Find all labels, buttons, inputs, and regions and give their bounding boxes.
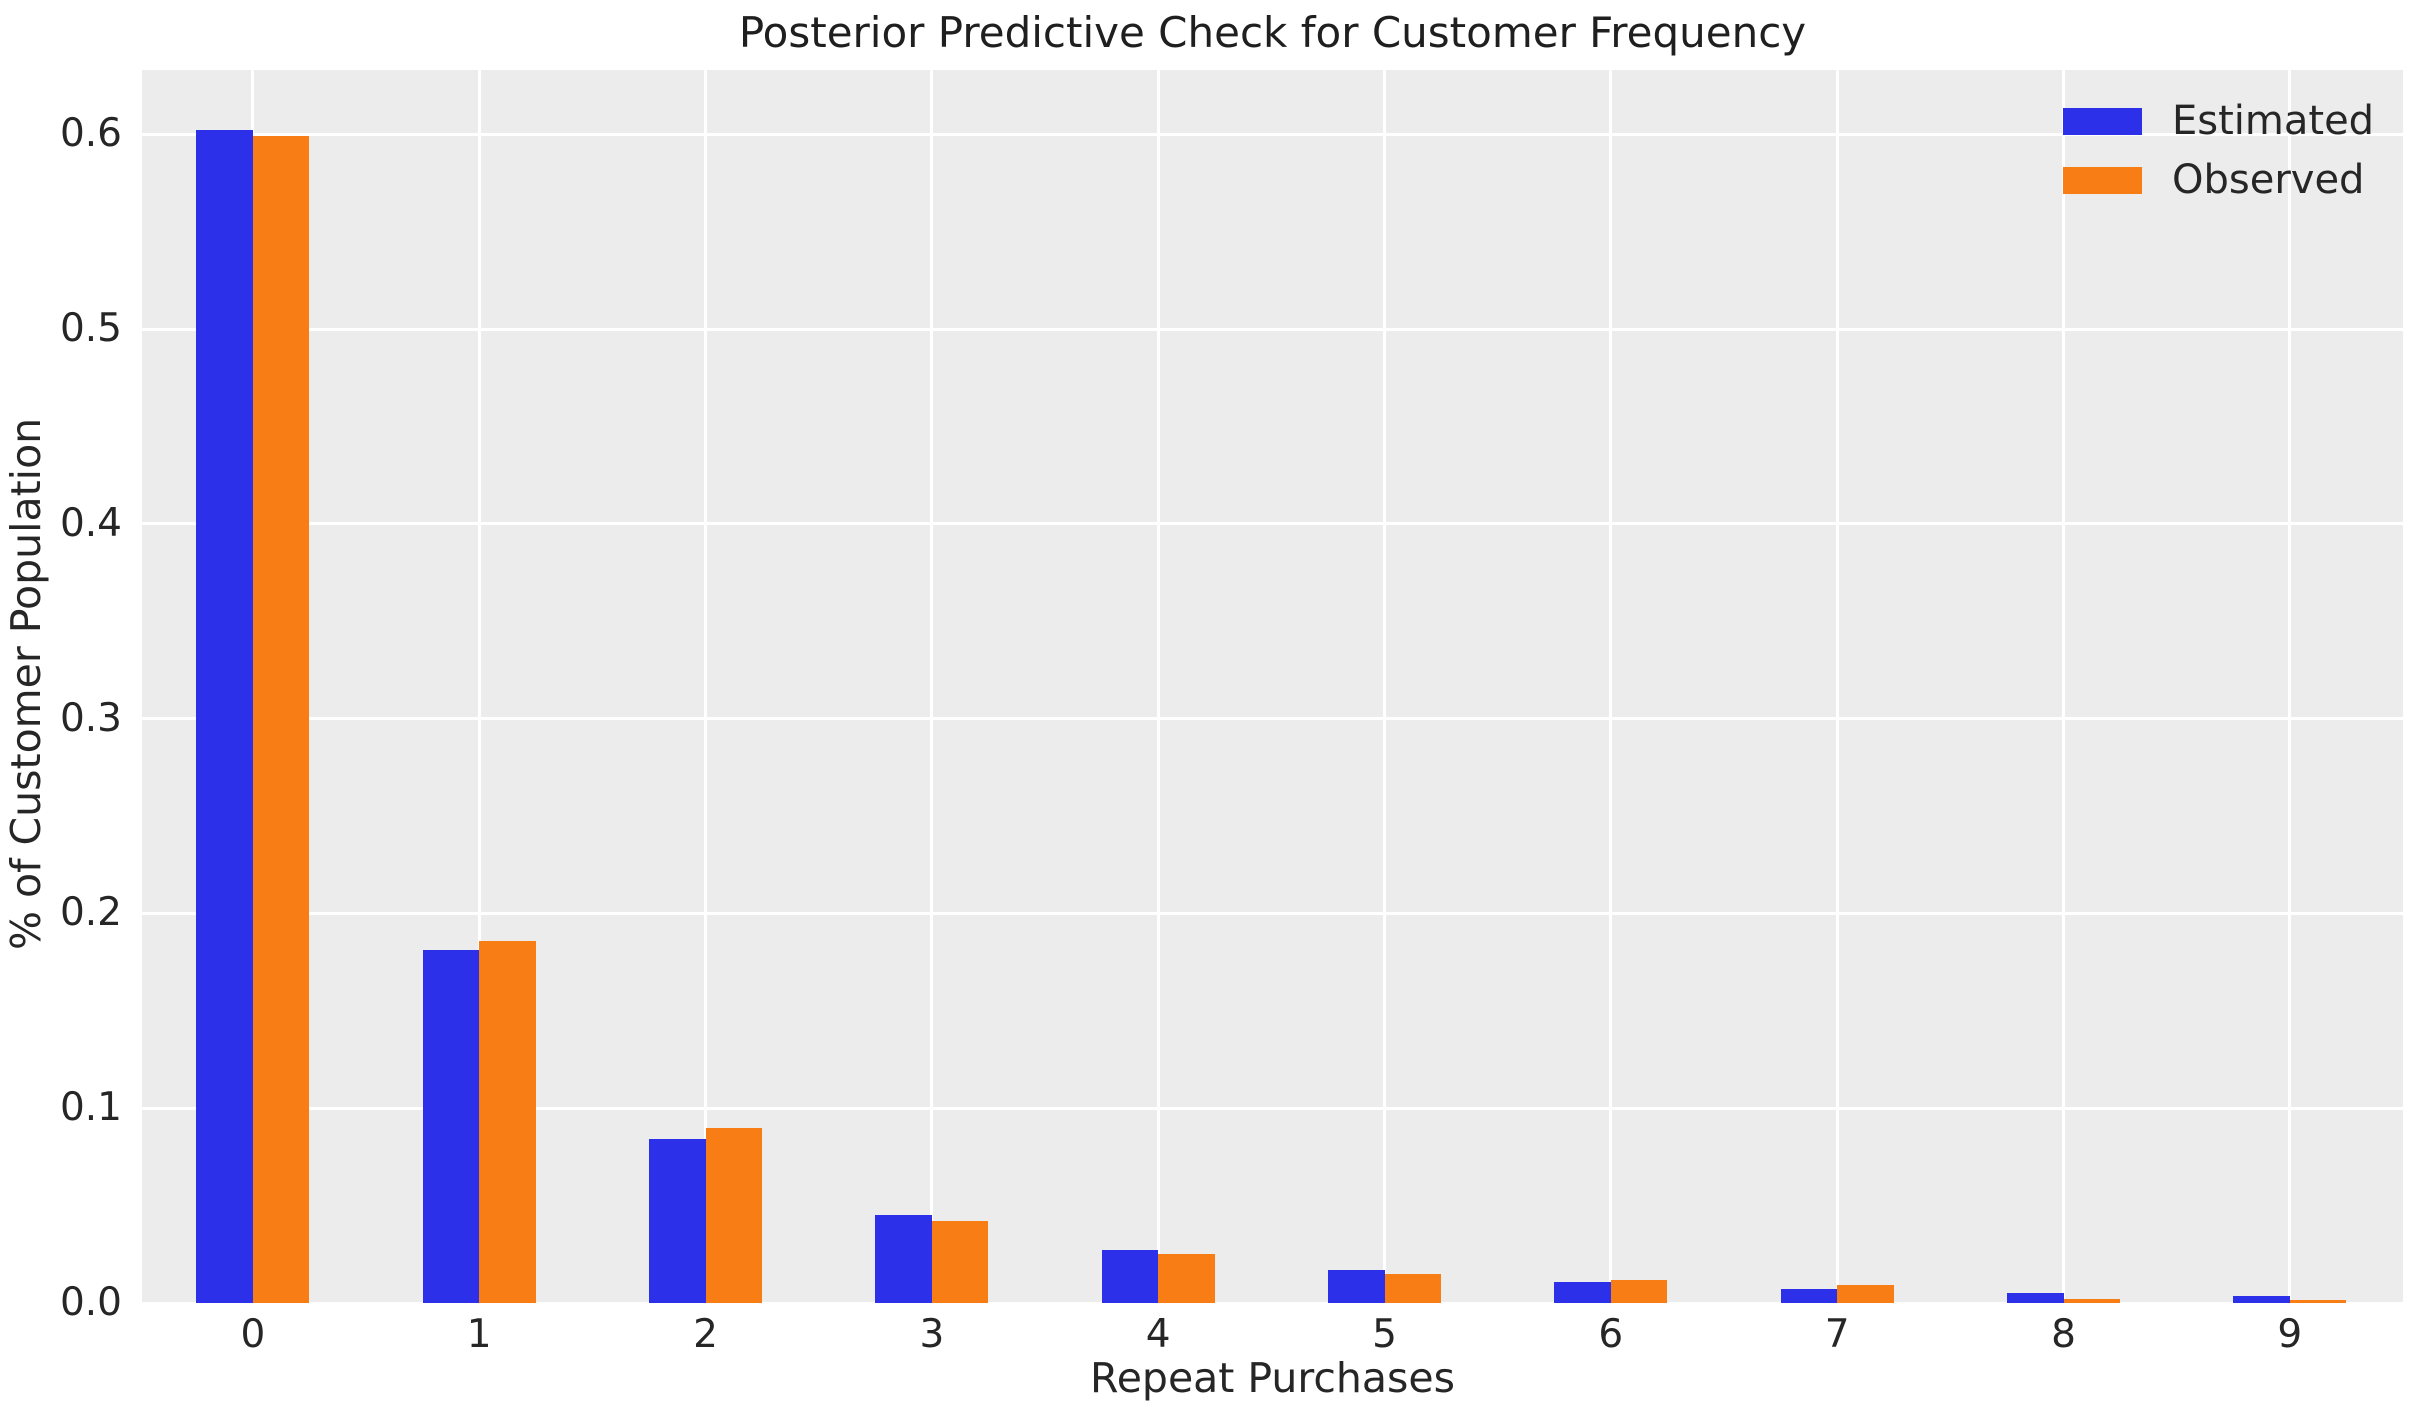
y-tick-label: 0.4 xyxy=(59,500,122,546)
bar-observed-8 xyxy=(2063,1299,2121,1303)
bar-observed-3 xyxy=(931,1221,989,1303)
legend: Estimated Observed xyxy=(2063,99,2374,202)
x-tick-label: 8 xyxy=(2051,1312,2076,1357)
bar-observed-0 xyxy=(252,136,310,1303)
legend-swatch-observed xyxy=(2063,166,2142,194)
bar-estimated-8 xyxy=(2006,1293,2064,1303)
gridline-horizontal xyxy=(142,717,2403,721)
gridline-vertical xyxy=(2288,70,2292,1303)
legend-item-observed: Observed xyxy=(2063,158,2374,202)
bar-observed-7 xyxy=(1837,1285,1894,1303)
bar-estimated-0 xyxy=(196,130,253,1303)
bar-observed-5 xyxy=(1384,1273,1442,1303)
gridline-vertical xyxy=(1835,70,1839,1303)
y-tick-label: 0.1 xyxy=(59,1085,122,1131)
x-tick-label: 6 xyxy=(1598,1312,1624,1357)
gridline-horizontal xyxy=(142,1301,2403,1305)
bar-estimated-5 xyxy=(1327,1269,1385,1303)
bar-observed-1 xyxy=(479,940,536,1303)
legend-label-estimated: Estimated xyxy=(2172,98,2375,144)
gridline-horizontal xyxy=(142,1106,2403,1110)
y-tick-label: 0.2 xyxy=(59,890,122,936)
x-tick-label: 1 xyxy=(466,1312,492,1357)
bar-observed-4 xyxy=(1158,1254,1215,1303)
legend-label-observed: Observed xyxy=(2172,157,2365,203)
gridline-vertical xyxy=(1383,70,1387,1303)
bar-estimated-7 xyxy=(1780,1289,1838,1303)
chart-title: Posterior Predictive Check for Customer … xyxy=(738,8,1807,57)
legend-item-estimated: Estimated xyxy=(2063,99,2374,143)
x-tick-label: 9 xyxy=(2277,1312,2303,1357)
y-tick-label: 0.3 xyxy=(59,695,122,741)
gridline-vertical xyxy=(704,70,708,1303)
y-tick-label: 0.6 xyxy=(59,111,122,157)
bar-estimated-1 xyxy=(422,950,480,1303)
bar-observed-6 xyxy=(1610,1279,1668,1303)
bar-estimated-4 xyxy=(1101,1250,1159,1303)
gridline-horizontal xyxy=(142,911,2403,915)
y-tick-label: 0.5 xyxy=(59,306,122,352)
legend-swatch-estimated xyxy=(2063,107,2142,135)
bar-estimated-9 xyxy=(2233,1296,2290,1303)
plot-area xyxy=(142,70,2403,1305)
x-tick-label: 5 xyxy=(1372,1312,1397,1357)
y-tick-label: 0.0 xyxy=(59,1280,122,1325)
bar-observed-9 xyxy=(2289,1300,2347,1303)
gridline-horizontal xyxy=(142,522,2403,526)
gridline-vertical xyxy=(2062,70,2065,1303)
x-tick-label: 7 xyxy=(1824,1312,1850,1357)
gridline-vertical xyxy=(1609,70,1613,1303)
gridline-horizontal xyxy=(142,327,2403,331)
x-tick-label: 0 xyxy=(240,1312,266,1357)
bar-estimated-2 xyxy=(648,1139,706,1303)
bar-estimated-6 xyxy=(1554,1281,1611,1303)
bar-estimated-3 xyxy=(875,1215,932,1303)
bar-observed-2 xyxy=(705,1127,763,1303)
x-tick-label: 4 xyxy=(1145,1312,1171,1357)
gridline-vertical xyxy=(930,70,934,1303)
gridline-vertical xyxy=(1156,70,1160,1303)
x-tick-label: 3 xyxy=(919,1312,945,1357)
gridline-vertical xyxy=(477,70,481,1303)
x-axis-label: Repeat Purchases xyxy=(1090,1354,1455,1402)
gridline-horizontal xyxy=(142,132,2403,136)
x-tick-label: 2 xyxy=(693,1312,718,1357)
